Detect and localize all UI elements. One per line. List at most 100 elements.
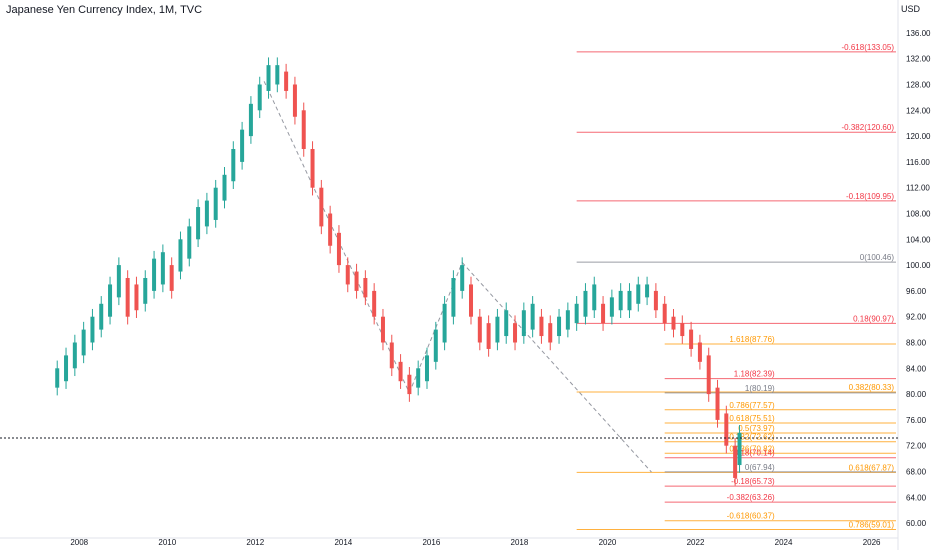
candle-body: [213, 187, 218, 220]
y-tick-label: 100.00: [906, 261, 931, 270]
y-tick-label: 120.00: [906, 132, 931, 141]
candle-body: [407, 374, 412, 395]
candle-body: [248, 103, 253, 137]
candle-body: [451, 278, 456, 317]
candle-body: [539, 316, 544, 337]
candle-body: [319, 187, 324, 227]
candle-body: [469, 284, 474, 317]
candle-body: [460, 265, 465, 291]
fib-layer: -0.618(133.05) -0.382(120.60) -0.18(109.95…: [576, 43, 896, 530]
y-tick-label: 108.00: [906, 210, 931, 219]
y-tick-label: 132.00: [906, 55, 931, 64]
candle-body: [504, 310, 509, 337]
fib-level-label: 0.786(77.57): [729, 401, 775, 410]
y-tick-label: 80.00: [906, 390, 927, 399]
currency-label: USD: [900, 4, 920, 14]
candle-body: [64, 355, 69, 382]
candle-body: [160, 252, 165, 285]
y-tick-label: 64.00: [906, 493, 927, 502]
candle-body: [152, 258, 157, 291]
candle-body: [706, 355, 711, 395]
candle-body: [645, 284, 650, 298]
y-tick-label: 112.00: [906, 184, 930, 193]
candle-body: [72, 342, 77, 369]
candle-body: [398, 361, 403, 382]
candle-body: [143, 278, 148, 304]
y-tick-label: 104.00: [906, 235, 931, 244]
fib-level-label: 0.382(72.62): [729, 433, 775, 442]
candle-body: [55, 368, 60, 388]
candle-body: [99, 303, 104, 330]
fib-level-label: 0.786(59.01): [849, 520, 895, 529]
x-tick-label: 2024: [775, 538, 793, 547]
y-tick-label: 76.00: [906, 416, 927, 425]
candle-body: [169, 265, 174, 291]
fib-level-label: 0.5(73.97): [738, 424, 775, 433]
y-tick-label: 84.00: [906, 364, 927, 373]
candle-body: [187, 226, 192, 259]
trend-layer: [263, 81, 652, 473]
candle-body: [178, 239, 183, 272]
candle-body: [380, 316, 385, 343]
y-tick-label: 72.00: [906, 442, 927, 451]
candle-body: [257, 84, 262, 111]
candle-body: [653, 290, 658, 311]
candle-body: [240, 129, 245, 162]
fib-level-label: 0(67.94): [745, 463, 775, 472]
y-tick-label: 92.00: [906, 313, 927, 322]
candle-body: [601, 303, 606, 324]
candle-body: [328, 213, 333, 246]
fib-level-label: -0.382(63.26): [727, 493, 775, 502]
fib-level-label: 0.18(70.14): [734, 449, 775, 458]
candle-body: [345, 265, 350, 285]
candle-body: [697, 342, 702, 362]
candle-body: [336, 232, 341, 266]
candle-body: [724, 413, 729, 446]
chart-title: Japanese Yen Currency Index, 1M, TVC: [6, 4, 203, 16]
candle-body: [134, 284, 139, 311]
fib-level-label: -0.618(133.05): [842, 43, 895, 52]
x-tick-label: 2018: [511, 538, 529, 547]
candle-body: [442, 303, 447, 343]
candle-body: [204, 200, 209, 227]
candle-body: [433, 329, 438, 362]
y-tick-label: 60.00: [906, 519, 927, 528]
candle-body: [680, 323, 685, 337]
candle-body: [424, 355, 429, 382]
y-tick-label: 88.00: [906, 339, 927, 348]
candle-body: [565, 310, 570, 330]
fib-level-label: 0.382(80.33): [849, 383, 895, 392]
y-tick-label: 116.00: [906, 158, 930, 167]
candle-body: [416, 368, 421, 388]
candle-layer: [55, 57, 742, 486]
candle-body: [689, 329, 694, 349]
candle-body: [574, 303, 579, 324]
candle-body: [81, 329, 86, 356]
x-tick-label: 2022: [687, 538, 705, 547]
candle-body: [372, 290, 377, 317]
candle-body: [486, 323, 491, 349]
candle-body: [108, 284, 113, 317]
candle-body: [266, 65, 271, 91]
candle-body: [715, 387, 720, 420]
fib-level-label: -0.618(60.37): [727, 512, 775, 521]
x-tick-label: 2010: [158, 538, 176, 547]
fib-level-label: 0.618(75.51): [729, 414, 775, 423]
candle-body: [90, 316, 95, 343]
candle-body: [530, 303, 535, 330]
candle-body: [583, 290, 588, 317]
candle-body: [196, 207, 201, 240]
y-tick-label: 68.00: [906, 468, 927, 477]
fib-level-label: -0.382(120.60): [842, 123, 895, 132]
candle-body: [310, 149, 315, 188]
candle-body: [627, 290, 632, 311]
fib-level-label: 0.18(90.97): [853, 314, 894, 323]
fib-level-label: -0.18(109.95): [846, 192, 894, 201]
fib-level-label: 0(100.46): [860, 253, 895, 262]
y-tick-label: 96.00: [906, 287, 927, 296]
candle-body: [363, 278, 368, 298]
fib-level-label: -0.18(65.73): [731, 477, 775, 486]
candle-body: [389, 342, 394, 369]
